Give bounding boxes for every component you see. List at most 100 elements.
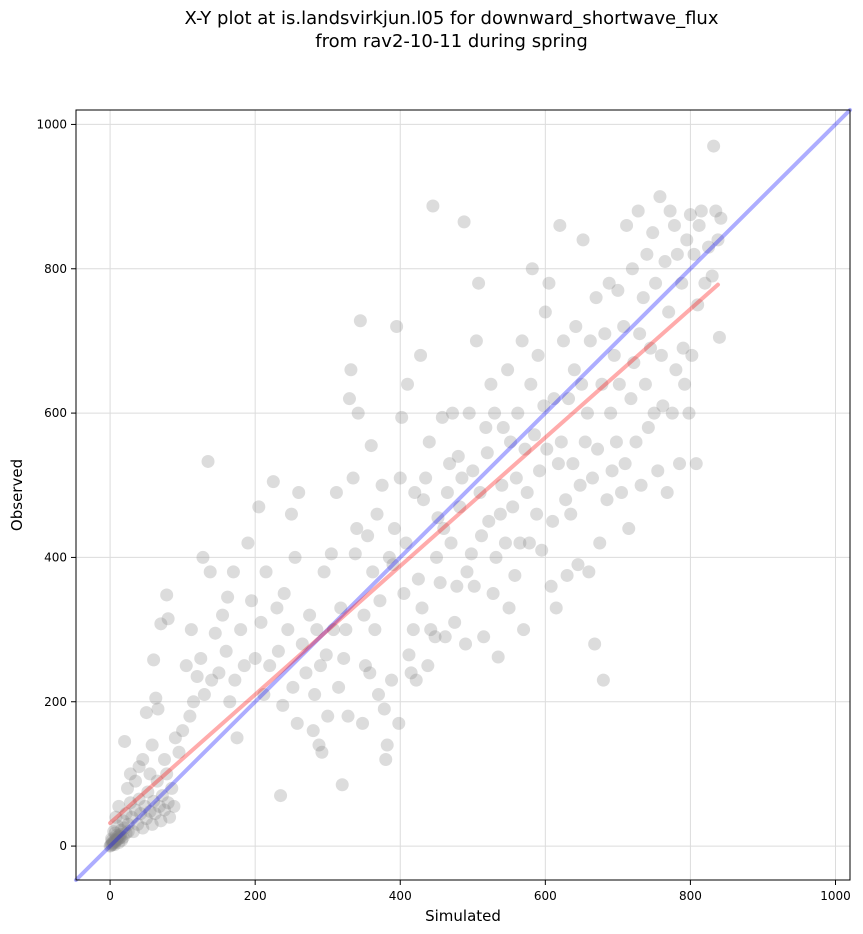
data-point <box>118 821 132 835</box>
data-point <box>625 262 639 276</box>
data-point <box>348 547 362 561</box>
data-point <box>353 314 367 328</box>
lines-layer <box>74 108 852 882</box>
data-point <box>228 673 242 687</box>
data-point <box>152 799 166 813</box>
data-point <box>482 514 496 528</box>
data-point <box>379 752 393 766</box>
data-point <box>486 587 500 601</box>
data-point <box>609 435 623 449</box>
data-point <box>121 817 135 831</box>
data-point <box>270 601 284 615</box>
data-point <box>595 377 609 391</box>
data-point <box>290 716 304 730</box>
data-point <box>667 218 681 232</box>
data-point <box>203 565 217 579</box>
data-point <box>559 493 573 507</box>
data-point <box>139 812 153 826</box>
data-point <box>226 565 240 579</box>
data-point <box>357 608 371 622</box>
data-point <box>631 204 645 218</box>
data-point <box>676 341 690 355</box>
data-point <box>110 828 124 842</box>
data-point <box>334 601 348 615</box>
data-point <box>462 406 476 420</box>
data-point <box>408 485 422 499</box>
data-point <box>141 785 155 799</box>
data-point <box>234 623 248 637</box>
data-point <box>480 446 494 460</box>
data-point <box>160 588 174 602</box>
data-point <box>554 435 568 449</box>
data-point <box>382 550 396 564</box>
data-point <box>422 435 436 449</box>
data-point <box>479 421 493 435</box>
data-point <box>350 522 364 536</box>
data-point <box>537 399 551 413</box>
data-point <box>602 276 616 290</box>
data-point <box>496 421 510 435</box>
data-point <box>161 796 175 810</box>
data-point <box>549 601 563 615</box>
data-point <box>132 760 146 774</box>
data-point <box>538 305 552 319</box>
data-point <box>157 803 171 817</box>
data-point <box>276 698 290 712</box>
data-point <box>339 623 353 637</box>
data-point <box>237 659 251 673</box>
data-point <box>518 442 532 456</box>
data-point <box>128 774 142 788</box>
data-point <box>319 648 333 662</box>
data-point <box>390 319 404 333</box>
plot-frame <box>75 109 851 881</box>
data-point <box>154 617 168 631</box>
data-point <box>107 836 121 850</box>
data-point <box>370 507 384 521</box>
data-point <box>522 536 536 550</box>
data-point <box>310 623 324 637</box>
data-point <box>636 291 650 305</box>
data-point <box>495 478 509 492</box>
data-point <box>139 706 153 720</box>
data-point <box>515 334 529 348</box>
data-point <box>580 406 594 420</box>
data-point <box>687 247 701 261</box>
data-point <box>520 485 534 499</box>
data-point <box>566 457 580 471</box>
data-point <box>132 792 146 806</box>
data-point <box>366 565 380 579</box>
data-point <box>535 543 549 557</box>
data-point <box>542 276 556 290</box>
data-point <box>593 536 607 550</box>
data-point <box>116 814 130 828</box>
data-point <box>437 522 451 536</box>
data-point <box>288 550 302 564</box>
data-point <box>707 139 721 153</box>
data-point <box>448 615 462 629</box>
y-tick-label: 600 <box>44 406 67 420</box>
data-point <box>172 745 186 759</box>
y-tick-label: 400 <box>44 550 67 564</box>
data-point <box>438 630 452 644</box>
data-point <box>136 752 150 766</box>
data-point <box>145 738 159 752</box>
data-point <box>108 835 122 849</box>
data-point <box>553 218 567 232</box>
data-point <box>513 536 527 550</box>
data-point <box>426 199 440 213</box>
data-point <box>629 435 643 449</box>
data-point <box>640 247 654 261</box>
data-point <box>583 334 597 348</box>
points-layer <box>103 139 728 853</box>
data-point <box>460 565 474 579</box>
data-point <box>329 485 343 499</box>
data-point <box>527 428 541 442</box>
data-point <box>335 778 349 792</box>
data-point <box>107 825 121 839</box>
data-point <box>342 392 356 406</box>
data-point <box>306 724 320 738</box>
data-point <box>281 623 295 637</box>
data-point <box>165 781 179 795</box>
data-point <box>118 734 132 748</box>
data-point <box>614 485 628 499</box>
